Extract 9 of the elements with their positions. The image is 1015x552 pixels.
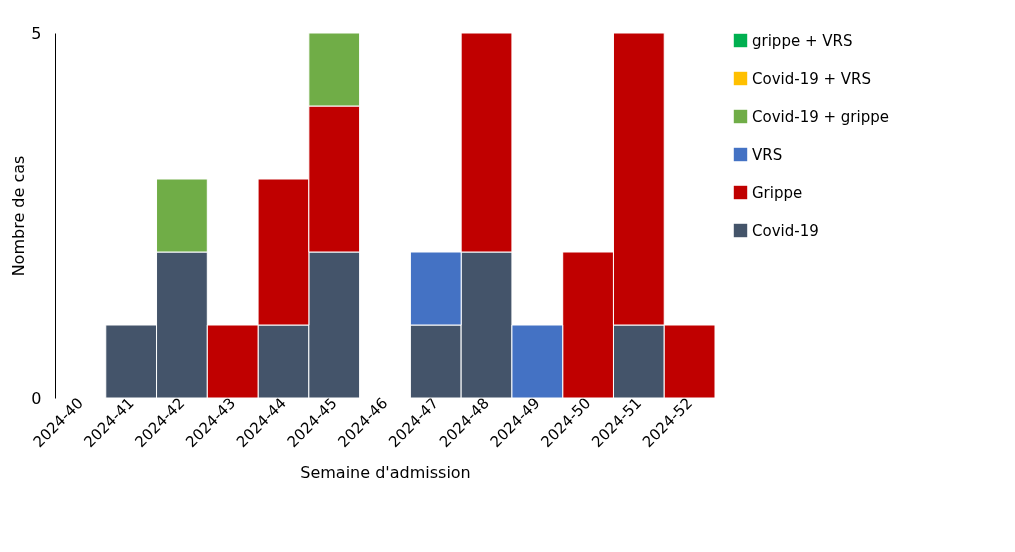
legend-label: Grippe (752, 183, 803, 202)
legend-label: Covid-19 + VRS (752, 69, 872, 88)
x-axis-title: Semaine d'admission (300, 463, 471, 483)
legend-label: grippe + VRS (752, 31, 853, 50)
y-axis-title: Nombre de cas (9, 155, 29, 277)
legend-label: VRS (752, 145, 783, 164)
legend-label: Covid-19 + grippe (752, 107, 889, 126)
legend-label: Covid-19 (752, 221, 819, 240)
y-tick-label: 5 (31, 23, 42, 43)
